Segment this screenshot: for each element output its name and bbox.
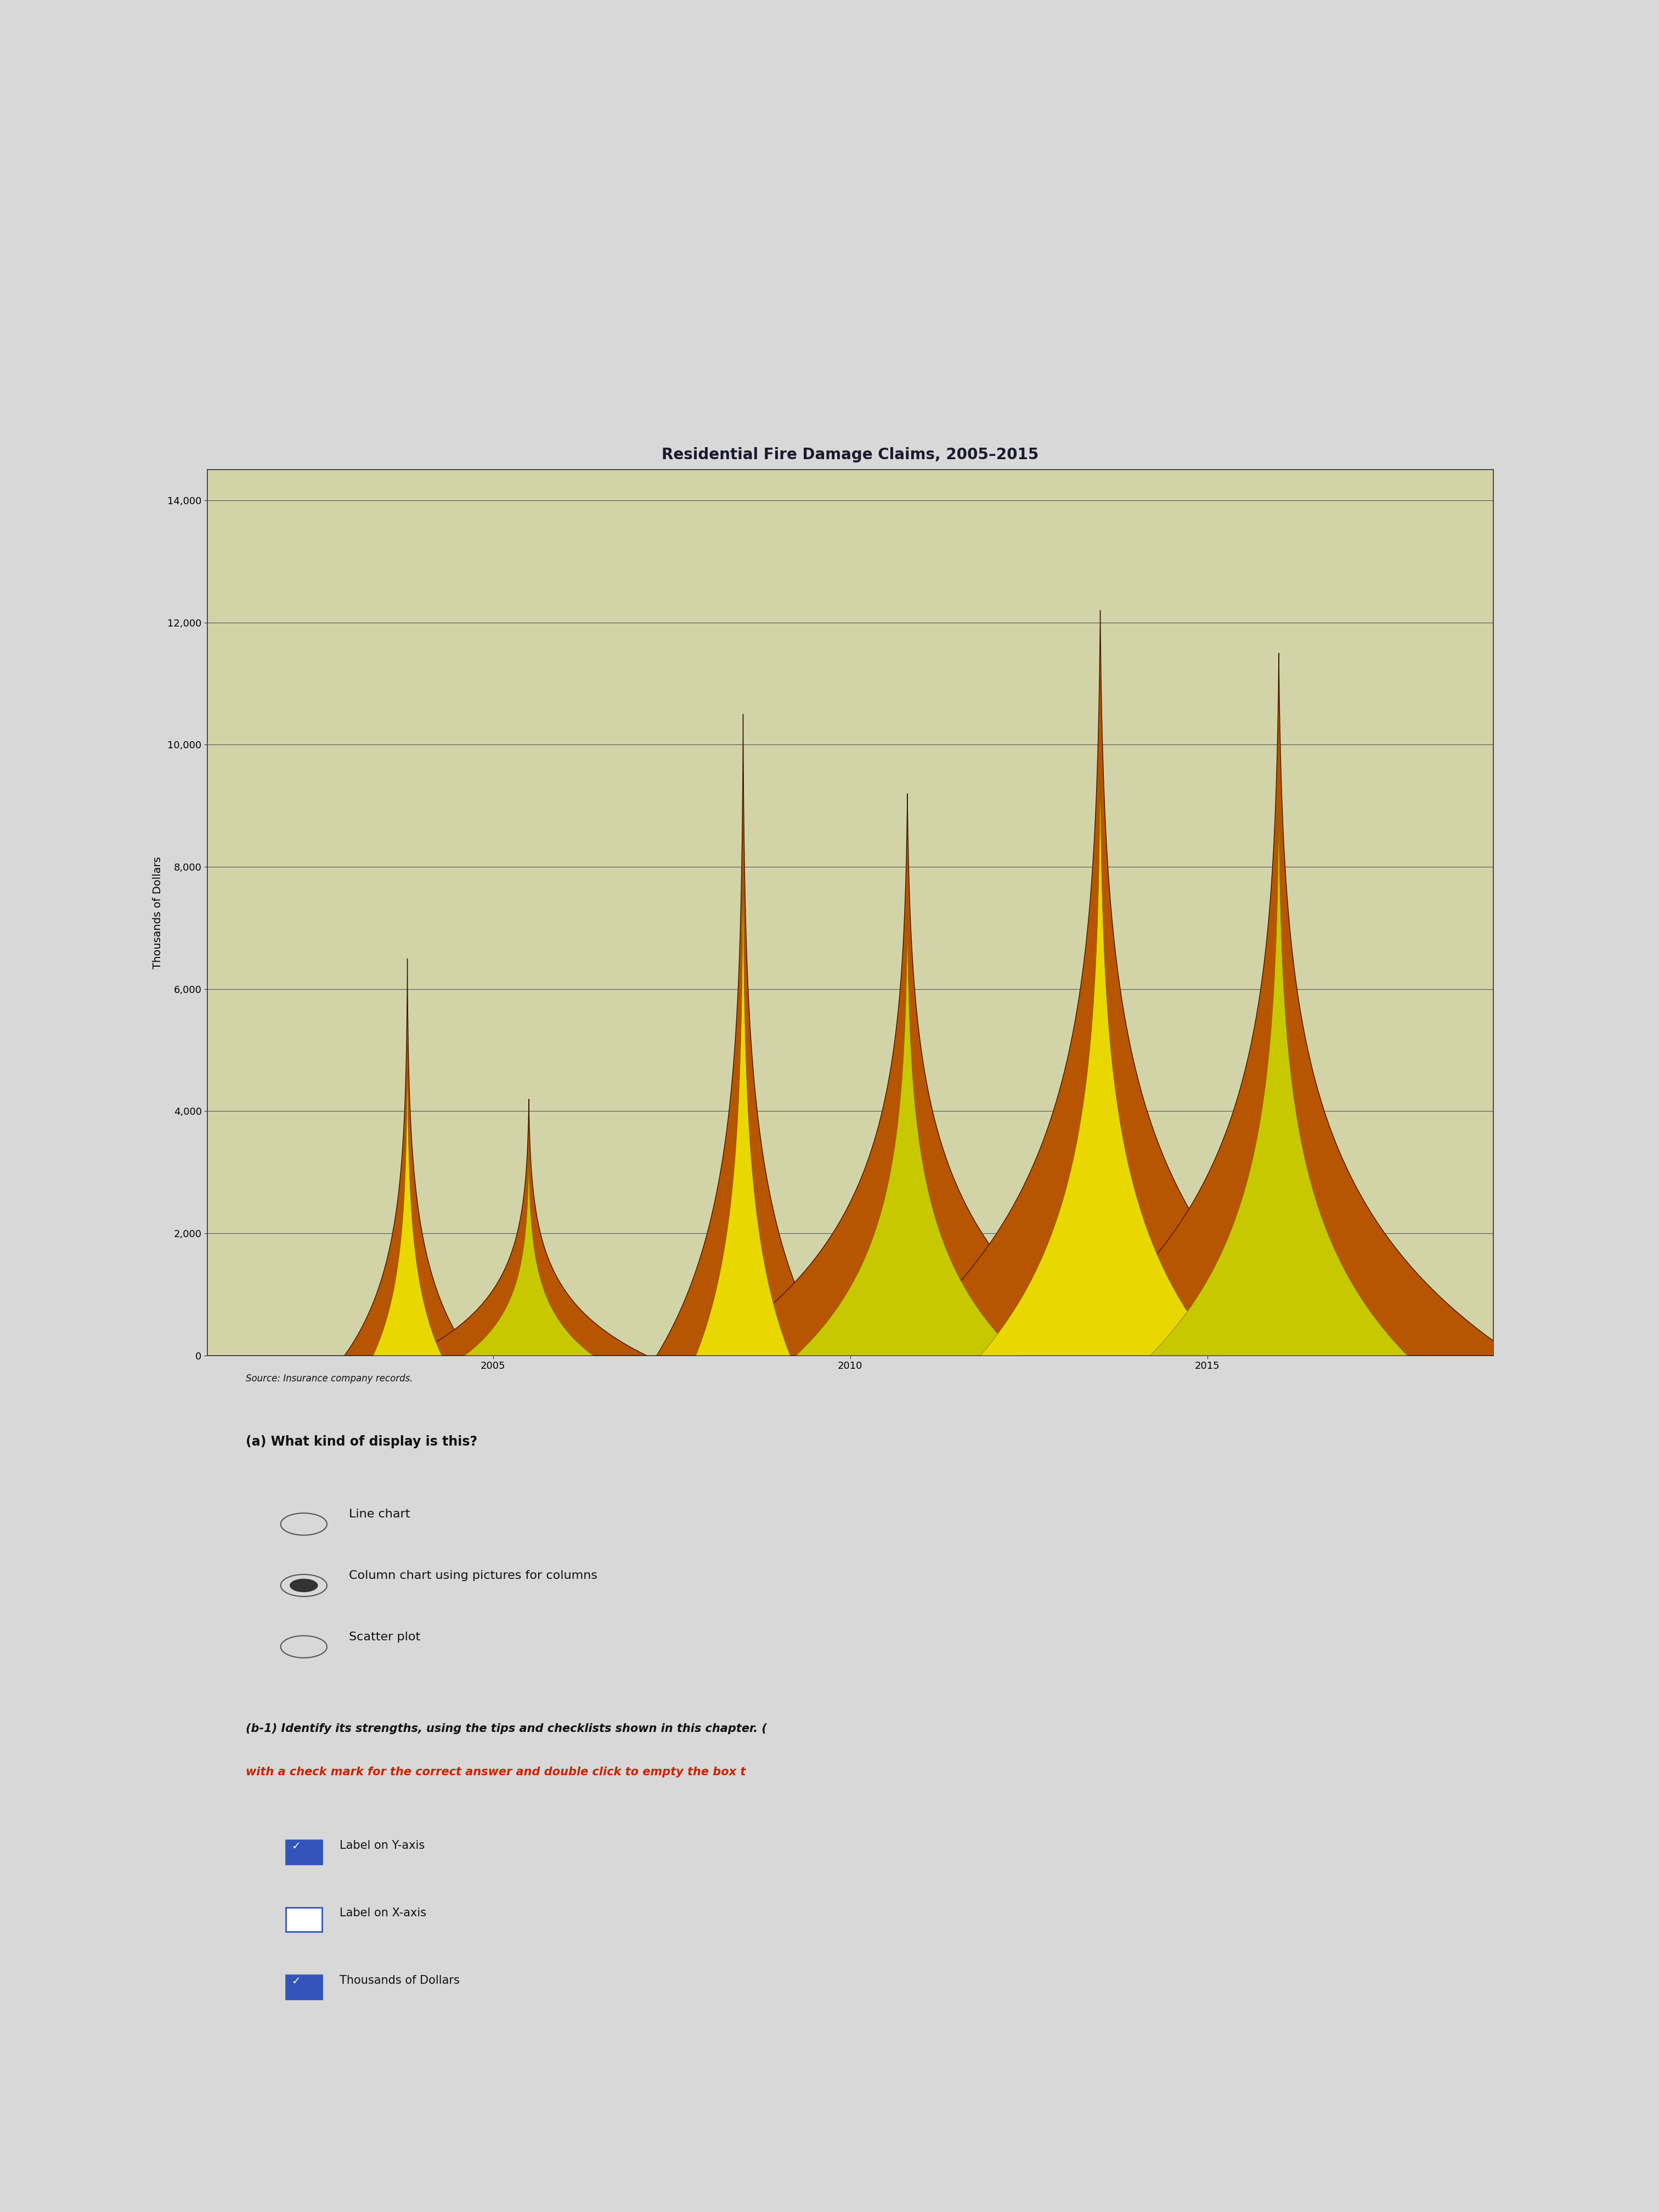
Polygon shape bbox=[373, 1046, 441, 1356]
Text: (a) What kind of display is this?: (a) What kind of display is this? bbox=[246, 1436, 478, 1449]
Polygon shape bbox=[703, 794, 1112, 1356]
Polygon shape bbox=[695, 856, 790, 1356]
Y-axis label: Thousands of Dollars: Thousands of Dollars bbox=[153, 856, 163, 969]
Polygon shape bbox=[465, 1155, 594, 1356]
Text: Thousands of Dollars: Thousands of Dollars bbox=[340, 1975, 460, 1986]
Text: with a check mark for the correct answer and double click to empty the box t: with a check mark for the correct answer… bbox=[246, 1767, 747, 1776]
FancyBboxPatch shape bbox=[285, 1840, 322, 1865]
FancyBboxPatch shape bbox=[285, 1907, 322, 1931]
Text: ✓: ✓ bbox=[292, 1840, 300, 1851]
Polygon shape bbox=[980, 774, 1221, 1356]
Polygon shape bbox=[1044, 653, 1515, 1356]
Text: Line chart: Line chart bbox=[348, 1509, 410, 1520]
FancyBboxPatch shape bbox=[285, 1975, 322, 2000]
Polygon shape bbox=[411, 1099, 647, 1356]
Title: Residential Fire Damage Claims, 2005–2015: Residential Fire Damage Claims, 2005–201… bbox=[662, 447, 1039, 462]
Text: Label on Y-axis: Label on Y-axis bbox=[340, 1840, 425, 1851]
Text: ✓: ✓ bbox=[292, 1975, 300, 1986]
Text: Source: Insurance company records.: Source: Insurance company records. bbox=[246, 1374, 413, 1385]
Polygon shape bbox=[796, 918, 1019, 1356]
Text: Label on X-axis: Label on X-axis bbox=[340, 1907, 426, 1918]
Text: Scatter plot: Scatter plot bbox=[348, 1632, 420, 1644]
Circle shape bbox=[290, 1579, 319, 1593]
Polygon shape bbox=[657, 714, 830, 1356]
Polygon shape bbox=[1150, 807, 1407, 1356]
Polygon shape bbox=[345, 958, 469, 1356]
Polygon shape bbox=[881, 611, 1321, 1356]
Text: (b-1) Identify its strengths, using the tips and checklists shown in this chapte: (b-1) Identify its strengths, using the … bbox=[246, 1723, 766, 1734]
Text: Column chart using pictures for columns: Column chart using pictures for columns bbox=[348, 1571, 597, 1582]
